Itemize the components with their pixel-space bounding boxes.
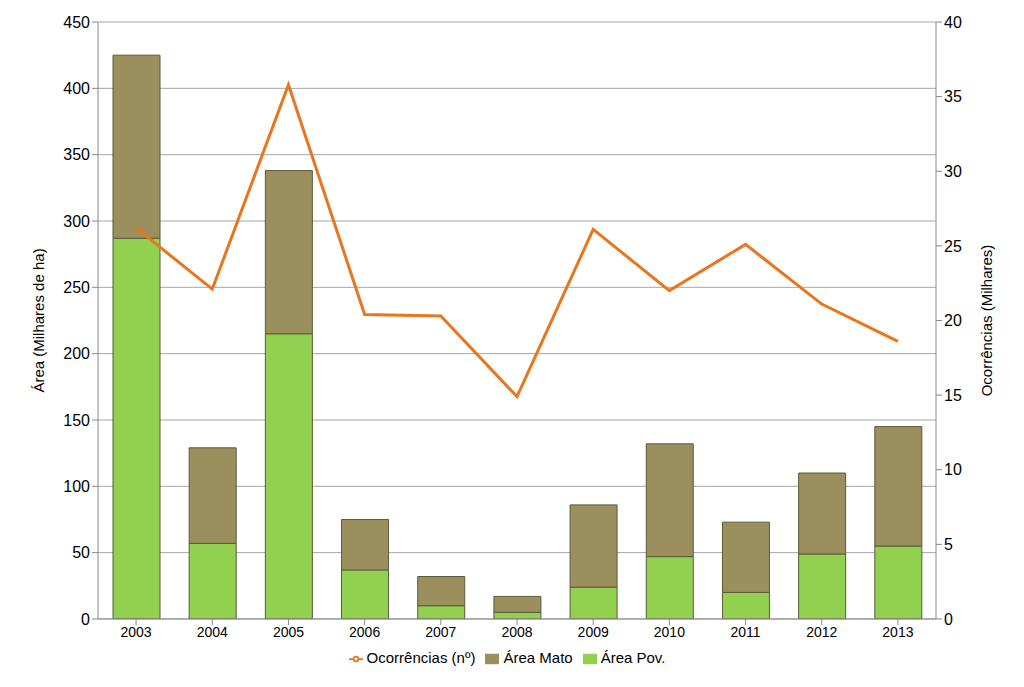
- svg-text:2005: 2005: [273, 624, 304, 640]
- svg-text:10: 10: [944, 461, 962, 478]
- svg-text:150: 150: [63, 412, 90, 429]
- svg-text:Ocorrências (Milhares): Ocorrências (Milhares): [978, 245, 995, 397]
- svg-text:100: 100: [63, 478, 90, 495]
- svg-text:350: 350: [63, 146, 90, 163]
- svg-text:450: 450: [63, 14, 90, 31]
- svg-text:2010: 2010: [654, 624, 685, 640]
- svg-text:50: 50: [72, 544, 90, 561]
- html-text:Ocorrências (nº): Ocorrências (nº): [366, 649, 476, 666]
- svg-text:2008: 2008: [501, 624, 532, 640]
- svg-text:300: 300: [63, 213, 90, 230]
- svg-text:400: 400: [63, 80, 90, 97]
- svg-text:2011: 2011: [730, 624, 760, 640]
- html-text:Área Mato: Área Mato: [503, 649, 573, 666]
- svg-text:200: 200: [63, 345, 90, 362]
- svg-text:0: 0: [81, 611, 90, 628]
- svg-text:15: 15: [944, 387, 962, 404]
- svg-text:2003: 2003: [121, 624, 152, 640]
- svg-text:30: 30: [944, 163, 962, 180]
- svg-text:20: 20: [944, 312, 962, 329]
- svg-text:2012: 2012: [806, 624, 837, 640]
- svg-text:0: 0: [944, 611, 953, 628]
- svg-text:40: 40: [944, 14, 962, 31]
- svg-text:2013: 2013: [882, 624, 913, 640]
- svg-text:2007: 2007: [425, 624, 456, 640]
- html-text:Área Pov.: Área Pov.: [600, 649, 666, 666]
- svg-text:25: 25: [944, 238, 962, 255]
- svg-text:35: 35: [944, 88, 962, 105]
- svg-text:Área (Milhares de ha): Área (Milhares de ha): [30, 248, 47, 392]
- svg-text:2009: 2009: [578, 624, 609, 640]
- svg-text:250: 250: [63, 279, 90, 296]
- svg-text:2006: 2006: [349, 624, 380, 640]
- svg-text:2004: 2004: [197, 624, 228, 640]
- svg-text:5: 5: [944, 536, 953, 553]
